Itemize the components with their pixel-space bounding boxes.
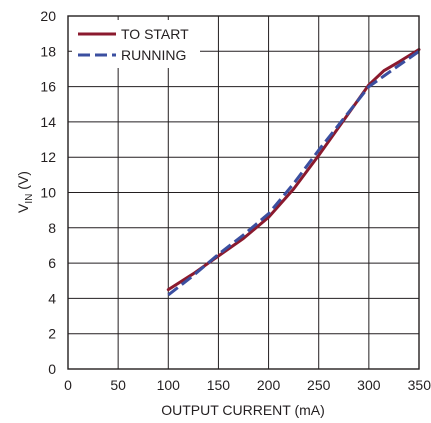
y-tick-label-2: 2 [48, 326, 56, 342]
y-tick-label-10: 10 [40, 185, 56, 201]
x-tick-label-200: 200 [257, 377, 281, 393]
y-tick-label-16: 16 [40, 79, 56, 95]
x-tick-label-50: 50 [110, 377, 126, 393]
series-line-to-start [166, 48, 421, 292]
legend-label-running: RUNNING [121, 47, 186, 63]
series-lines [166, 48, 421, 297]
y-tick-label-20: 20 [40, 8, 56, 24]
y-axis-label: VIN (V) [15, 171, 35, 213]
x-tick-label-250: 250 [307, 377, 331, 393]
y-tick-labels: 0 2 4 6 8 10 12 14 16 18 20 [40, 8, 56, 377]
y-tick-label-8: 8 [48, 220, 56, 236]
y-tick-label-12: 12 [40, 149, 56, 165]
x-tick-label-100: 100 [157, 377, 181, 393]
y-tick-label-6: 6 [48, 255, 56, 271]
series-line-running [167, 50, 420, 297]
y-tick-label-14: 14 [40, 114, 56, 130]
x-tick-labels: 0 50 100 150 200 250 300 350 [64, 377, 431, 393]
x-axis-label: OUTPUT CURRENT (mA) [161, 402, 325, 418]
legend-label-to-start: TO START [121, 26, 189, 42]
x-tick-label-150: 150 [207, 377, 231, 393]
x-tick-label-300: 300 [357, 377, 381, 393]
grid [68, 16, 419, 369]
plot-frame [67, 15, 420, 370]
x-tick-label-350: 350 [408, 377, 431, 393]
y-tick-label-18: 18 [40, 43, 56, 59]
legend-background [72, 20, 200, 68]
x-tick-label-0: 0 [64, 377, 72, 393]
y-tick-label-0: 0 [48, 361, 56, 377]
legend: TO START RUNNING [72, 20, 200, 68]
y-tick-label-4: 4 [48, 290, 56, 306]
